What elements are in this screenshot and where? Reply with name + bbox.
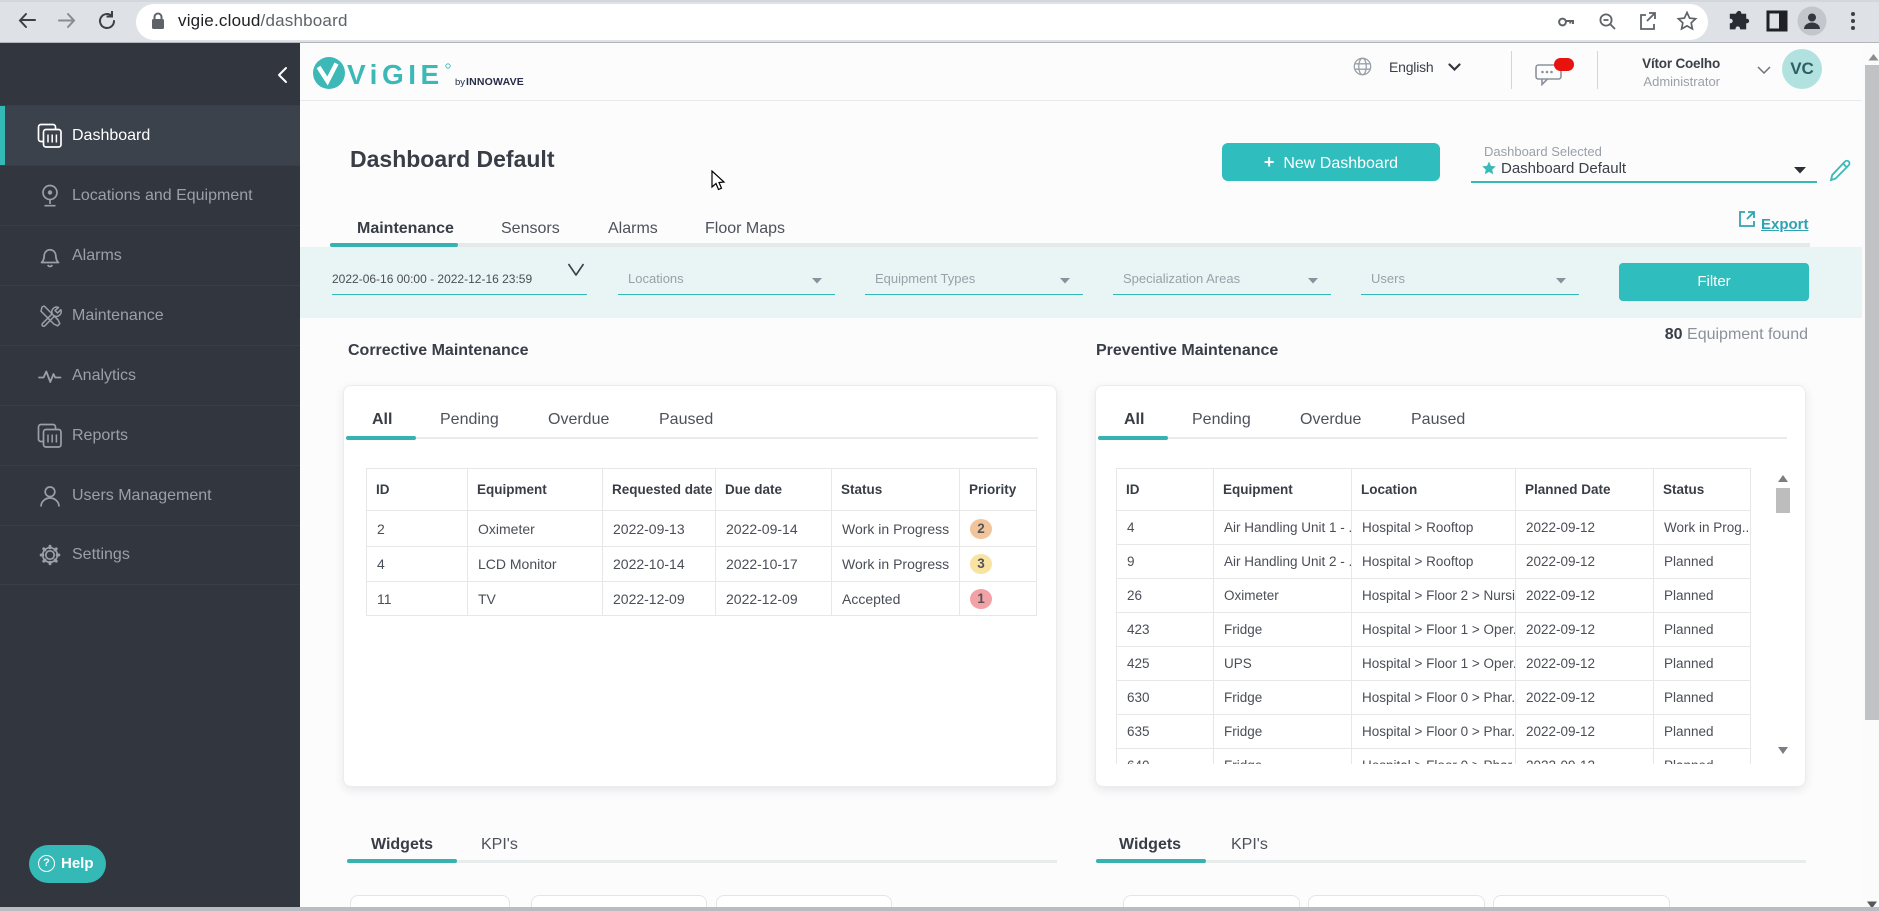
svg-text:by: by bbox=[455, 77, 465, 88]
svg-text:INNOWAVE: INNOWAVE bbox=[466, 76, 524, 88]
svg-text:ViGIE: ViGIE bbox=[347, 59, 444, 90]
